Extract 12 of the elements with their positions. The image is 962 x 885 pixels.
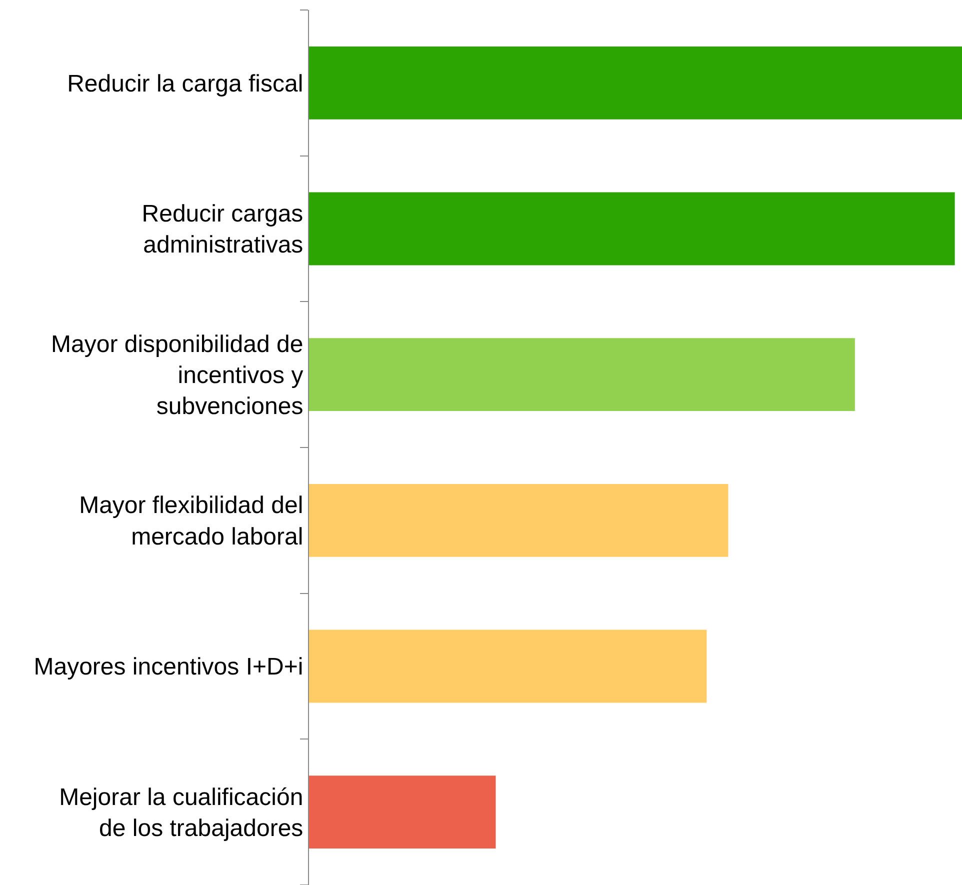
bar [309,776,496,849]
bar [309,484,728,557]
y-tick-label: Reducir cargas administrativas [142,200,304,259]
y-tick-label: Mayor flexibilidad del mercado laboral [79,492,304,550]
bar [309,630,707,703]
bar [309,338,855,412]
bar [309,46,962,120]
y-tick-label: Reducir la carga fiscal [67,70,304,98]
y-tick-label: Mayor disponibilidad de incentivos y subvenciones [51,330,304,420]
y-tick-label: Mayores incentivos I+D+i [34,654,304,681]
y-tick-label: Mejorar la cualificación de los trabajadores [59,784,304,842]
bar [309,192,955,266]
